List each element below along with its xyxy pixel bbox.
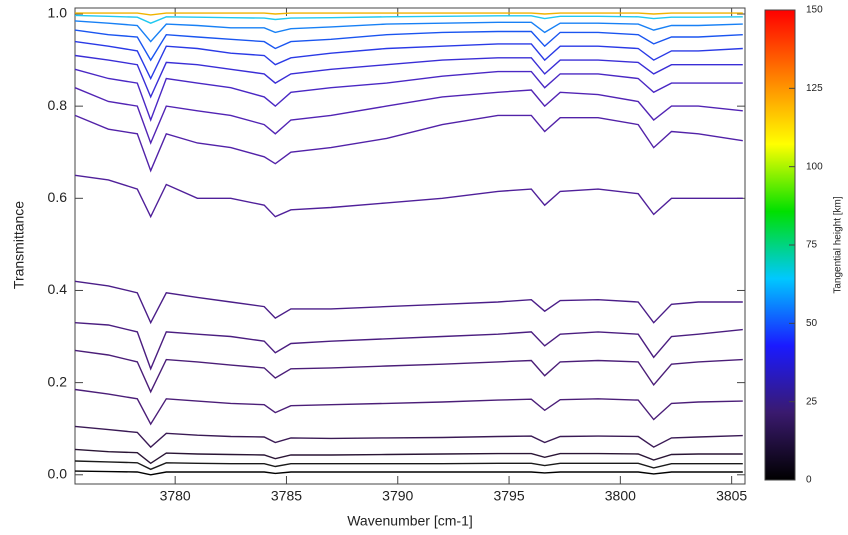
- spectrum-line: [74, 388, 743, 426]
- plot-area: [74, 7, 746, 485]
- y-tick-label: 0.0: [48, 465, 68, 481]
- spectrum-line: [75, 12, 743, 16]
- spectrum-line: [74, 349, 743, 394]
- spectrum-line: [74, 174, 743, 219]
- y-tick-label: 0.6: [48, 189, 68, 205]
- spectrum-line: [74, 280, 743, 325]
- spectrum-line: [74, 68, 743, 123]
- spectrum-line: [74, 322, 743, 371]
- colorbar-tick-label: 75: [806, 240, 818, 251]
- colorbar-tick-label: 125: [806, 83, 823, 94]
- colorbar-tick-label: 100: [806, 161, 823, 172]
- spectrum-line: [74, 20, 743, 43]
- x-tick-label: 3780: [160, 488, 191, 504]
- spectrum-line: [74, 87, 743, 145]
- y-tick-label: 0.2: [48, 373, 68, 389]
- y-axis-title: Transmittance: [11, 201, 27, 289]
- x-tick-label: 3795: [493, 488, 524, 504]
- spectrum-line: [74, 114, 743, 173]
- x-tick-label: 3805: [716, 488, 747, 504]
- colorbar-tick-label: 0: [806, 475, 812, 486]
- x-tick-label: 3800: [605, 488, 636, 504]
- colorbar-tick-label: 50: [806, 318, 818, 329]
- y-tick-label: 0.8: [48, 97, 68, 113]
- spectrum-line: [74, 40, 743, 81]
- y-tick-label: 0.4: [48, 281, 68, 297]
- spectrum-line: [74, 425, 743, 449]
- spectrum-line: [74, 448, 743, 465]
- colorbar-title: Tangential height [km]: [833, 196, 844, 294]
- x-tick-label: 3790: [382, 488, 413, 504]
- y-tick-label: 1.0: [48, 5, 68, 21]
- spectrum-line: [74, 460, 743, 471]
- spectrum-line: [74, 14, 743, 24]
- spectrum-line: [74, 470, 743, 476]
- x-axis-title: Wavenumber [cm-1]: [347, 513, 473, 529]
- spectrum-line: [74, 54, 743, 99]
- colorbar-tick-label: 25: [806, 396, 818, 407]
- x-tick-label: 3785: [271, 488, 302, 504]
- colorbar-tick-label: 150: [806, 5, 823, 16]
- spectrum-line: [74, 29, 743, 62]
